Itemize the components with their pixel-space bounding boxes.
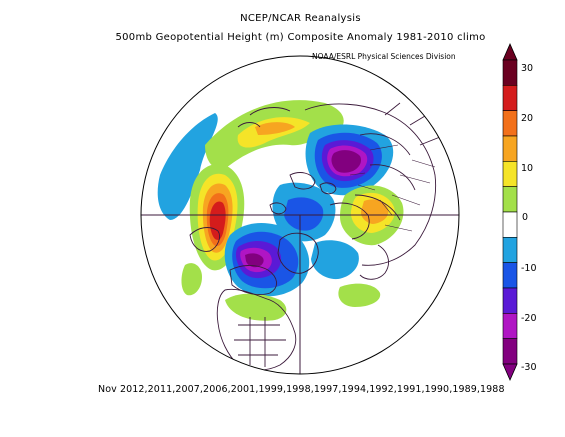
coastlines	[189, 102, 446, 371]
title-line-1: NCEP/NCAR Reanalysis	[240, 13, 361, 24]
colorbar-segment	[502, 313, 518, 339]
anomaly-canada-low-core	[245, 253, 264, 268]
anomaly-atlantic-blue	[311, 240, 359, 280]
colorbar-top-arrow	[502, 43, 518, 61]
colorbar-segment	[502, 110, 518, 137]
colorbar-segment	[502, 287, 518, 314]
anomaly-siberia-low-core	[331, 150, 362, 173]
colorbar-segment	[502, 59, 518, 86]
colorbar-tick-0: 0	[522, 212, 529, 223]
colorbar-tick-10: 10	[521, 163, 534, 174]
anomaly-alaska-ridge-max	[209, 201, 226, 240]
colorbar-segment	[502, 237, 518, 263]
credit-text: NOAA/ESRL Physical Sciences Division	[312, 52, 456, 61]
colorbar	[502, 43, 518, 381]
colorbar-segment	[502, 211, 518, 238]
anomaly-north-pacific-low	[157, 113, 218, 220]
colorbar-segment	[502, 161, 518, 187]
borders	[349, 144, 436, 232]
anomaly-pacific-green	[181, 263, 202, 296]
title-line-2: 500mb Geopotential Height (m) Composite …	[115, 32, 486, 43]
colorbar-segment	[502, 262, 518, 289]
polar-map	[140, 55, 460, 375]
composite-years-label: Nov 2012,2011,2007,2006,2001,1999,1998,1…	[98, 384, 505, 395]
colorbar-tick-30: 30	[521, 63, 534, 74]
colorbar-segment	[502, 85, 518, 111]
colorbar-segment	[502, 338, 518, 365]
colorbar-tick-minus-30: -30	[521, 362, 537, 373]
colorbar-tick-minus-20: -20	[521, 313, 537, 324]
colorbar-segment	[502, 186, 518, 213]
colorbar-segment	[502, 135, 518, 162]
colorbar-tick-20: 20	[521, 113, 534, 124]
colorbar-tick-minus-10: -10	[521, 263, 537, 274]
anomaly-atlantic-green	[338, 283, 381, 307]
colorbar-bottom-arrow	[502, 363, 518, 381]
